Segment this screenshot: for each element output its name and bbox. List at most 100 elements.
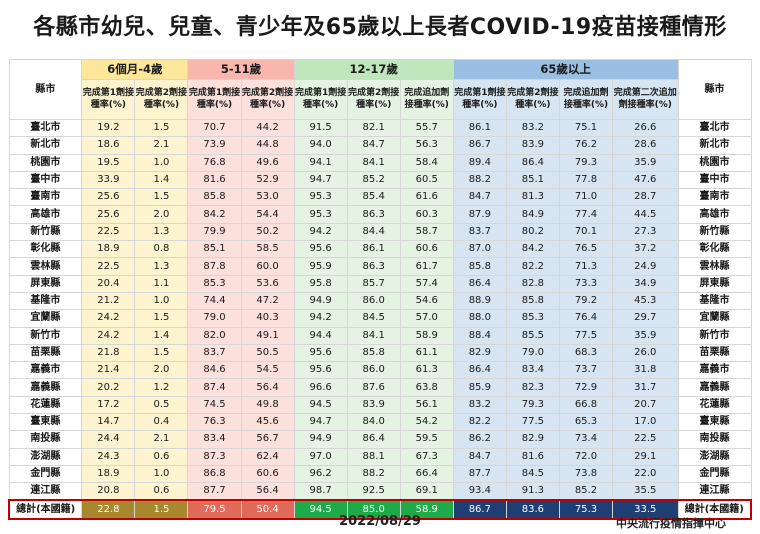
table-row: 新北市 18.6 2.1 73.9 44.8 94.0 84.7 56.3 86.7 83.9 76… (8, 136, 752, 155)
rate-cell: 85.8 (187, 188, 242, 207)
rate-cell: 62.4 (240, 447, 295, 466)
rate-cell: 81.3 (505, 188, 560, 207)
county-cell: 基隆市 (677, 291, 752, 311)
rate-cell: 58.9 (399, 326, 454, 345)
county-column-header-right: 縣市 (677, 59, 752, 120)
rate-cell: 87.7 (187, 482, 242, 501)
rate-cell: 85.1 (187, 240, 242, 259)
rate-cell: 86.4 (452, 274, 507, 293)
total-rate-cell: 75.3 (558, 499, 613, 521)
rate-cell: 25.6 (81, 205, 136, 224)
county-cell: 臺東縣 (677, 413, 752, 432)
county-cell: 嘉義縣 (8, 378, 83, 397)
rate-cell: 86.1 (346, 240, 401, 259)
county-cell: 屏東縣 (8, 274, 83, 293)
table-row: 嘉義縣 20.2 1.2 87.4 56.4 96.6 87.6 63.8 85.9 82.3 72… (8, 378, 752, 397)
total-rate-cell: 58.9 (399, 499, 454, 521)
rate-cell: 86.1 (452, 118, 507, 138)
rate-cell: 96.6 (293, 378, 348, 397)
group-header-6m-4y: 6個月-4歲 (81, 59, 189, 80)
rate-cell: 82.9 (505, 430, 560, 449)
total-rate-cell: 22.8 (81, 499, 136, 521)
rate-cell: 86.4 (452, 361, 507, 380)
county-cell: 基隆市 (8, 291, 83, 311)
table-row: 臺中市 33.9 1.4 81.6 52.9 94.7 85.2 60.5 88.2 85.1 77… (8, 170, 752, 190)
rate-cell: 79.3 (558, 153, 613, 172)
rate-cell: 84.1 (346, 326, 401, 345)
rate-cell: 61.1 (399, 343, 454, 363)
rate-cell: 63.8 (399, 378, 454, 397)
rate-cell: 26.6 (611, 118, 679, 138)
rate-cell: 86.0 (346, 361, 401, 380)
rate-cell: 65.3 (558, 413, 613, 432)
rate-cell: 85.8 (452, 257, 507, 276)
rate-cell: 70.1 (558, 222, 613, 242)
rate-cell: 24.2 (81, 326, 136, 345)
rate-cell: 82.2 (505, 257, 560, 276)
rate-cell: 44.2 (240, 118, 295, 138)
rate-cell: 1.3 (134, 257, 189, 276)
county-cell: 宜蘭縣 (677, 309, 752, 328)
rate-cell: 83.4 (505, 361, 560, 380)
rate-cell: 60.0 (240, 257, 295, 276)
rate-cell: 87.3 (187, 447, 242, 466)
county-cell: 臺南市 (8, 188, 83, 207)
rate-cell: 61.6 (399, 188, 454, 207)
rate-cell: 83.7 (452, 222, 507, 242)
county-cell: 苗栗縣 (677, 343, 752, 363)
rate-cell: 29.7 (611, 309, 679, 328)
county-cell: 新竹縣 (8, 222, 83, 242)
rate-cell: 53.6 (240, 274, 295, 293)
rate-cell: 94.7 (293, 413, 348, 432)
rate-cell: 17.2 (81, 395, 136, 415)
rate-cell: 73.9 (187, 136, 242, 155)
rate-cell: 83.2 (505, 118, 560, 138)
group-header-5-11y: 5-11歲 (187, 59, 295, 80)
county-cell: 桃園市 (8, 153, 83, 172)
rate-cell: 20.2 (81, 378, 136, 397)
county-cell: 連江縣 (677, 482, 752, 501)
rate-cell: 95.6 (293, 343, 348, 363)
rate-cell: 85.4 (346, 188, 401, 207)
rate-cell: 54.5 (240, 361, 295, 380)
rate-cell: 74.4 (187, 291, 242, 311)
subheader-dose2: 完成第2劑接種率(%) (346, 79, 401, 120)
rate-cell: 84.6 (187, 361, 242, 380)
rate-cell: 54.2 (399, 413, 454, 432)
rate-cell: 69.1 (399, 482, 454, 501)
rate-cell: 72.0 (558, 447, 613, 466)
rate-cell: 21.2 (81, 291, 136, 311)
county-cell: 金門縣 (8, 464, 83, 484)
table-header: 縣市 6個月-4歲 5-11歲 12-17歲 65歲以上 縣市 完成第1劑接種率… (8, 59, 752, 120)
county-cell: 嘉義縣 (677, 378, 752, 397)
total-rate-cell: 94.5 (293, 499, 348, 521)
table-row: 南投縣 24.4 2.1 83.4 56.7 94.9 86.4 59.5 86.2 82.9 73… (8, 430, 752, 449)
rate-cell: 55.7 (399, 118, 454, 138)
rate-cell: 20.4 (81, 274, 136, 293)
total-rate-cell: 79.5 (187, 499, 242, 521)
table-row: 臺東縣 14.7 0.4 76.3 45.6 94.7 84.0 54.2 82.2 77.5 65… (8, 413, 752, 432)
rate-cell: 18.6 (81, 136, 136, 155)
rate-cell: 34.9 (611, 274, 679, 293)
source-label: 中央流行疫情指揮中心 (616, 517, 726, 530)
rate-cell: 85.3 (187, 274, 242, 293)
rate-cell: 1.0 (134, 464, 189, 484)
subheader-dose1: 完成第1劑接種率(%) (187, 79, 242, 120)
table-row: 彰化縣 18.9 0.8 85.1 58.5 95.6 86.1 60.6 87.0 84.2 76… (8, 240, 752, 259)
table-row: 基隆市 21.2 1.0 74.4 47.2 94.9 86.0 54.6 88.9 85.8 79… (8, 291, 752, 311)
vaccination-table: 縣市 6個月-4歲 5-11歲 12-17歲 65歲以上 縣市 完成第1劑接種率… (8, 59, 752, 521)
rate-cell: 58.5 (240, 240, 295, 259)
rate-cell: 19.2 (81, 118, 136, 138)
rate-cell: 85.7 (346, 274, 401, 293)
county-cell: 連江縣 (8, 482, 83, 501)
rate-cell: 88.2 (346, 464, 401, 484)
rate-cell: 1.4 (134, 326, 189, 345)
subheader-dose2: 完成第2劑接種率(%) (505, 79, 560, 120)
rate-cell: 82.2 (452, 413, 507, 432)
county-cell: 高雄市 (677, 205, 752, 224)
rate-cell: 24.4 (81, 430, 136, 449)
rate-cell: 60.6 (399, 240, 454, 259)
county-cell: 金門縣 (677, 464, 752, 484)
rate-cell: 50.5 (240, 343, 295, 363)
table-row: 臺北市 19.2 1.5 70.7 44.2 91.5 82.1 55.7 86.1 83.2 75… (8, 118, 752, 138)
